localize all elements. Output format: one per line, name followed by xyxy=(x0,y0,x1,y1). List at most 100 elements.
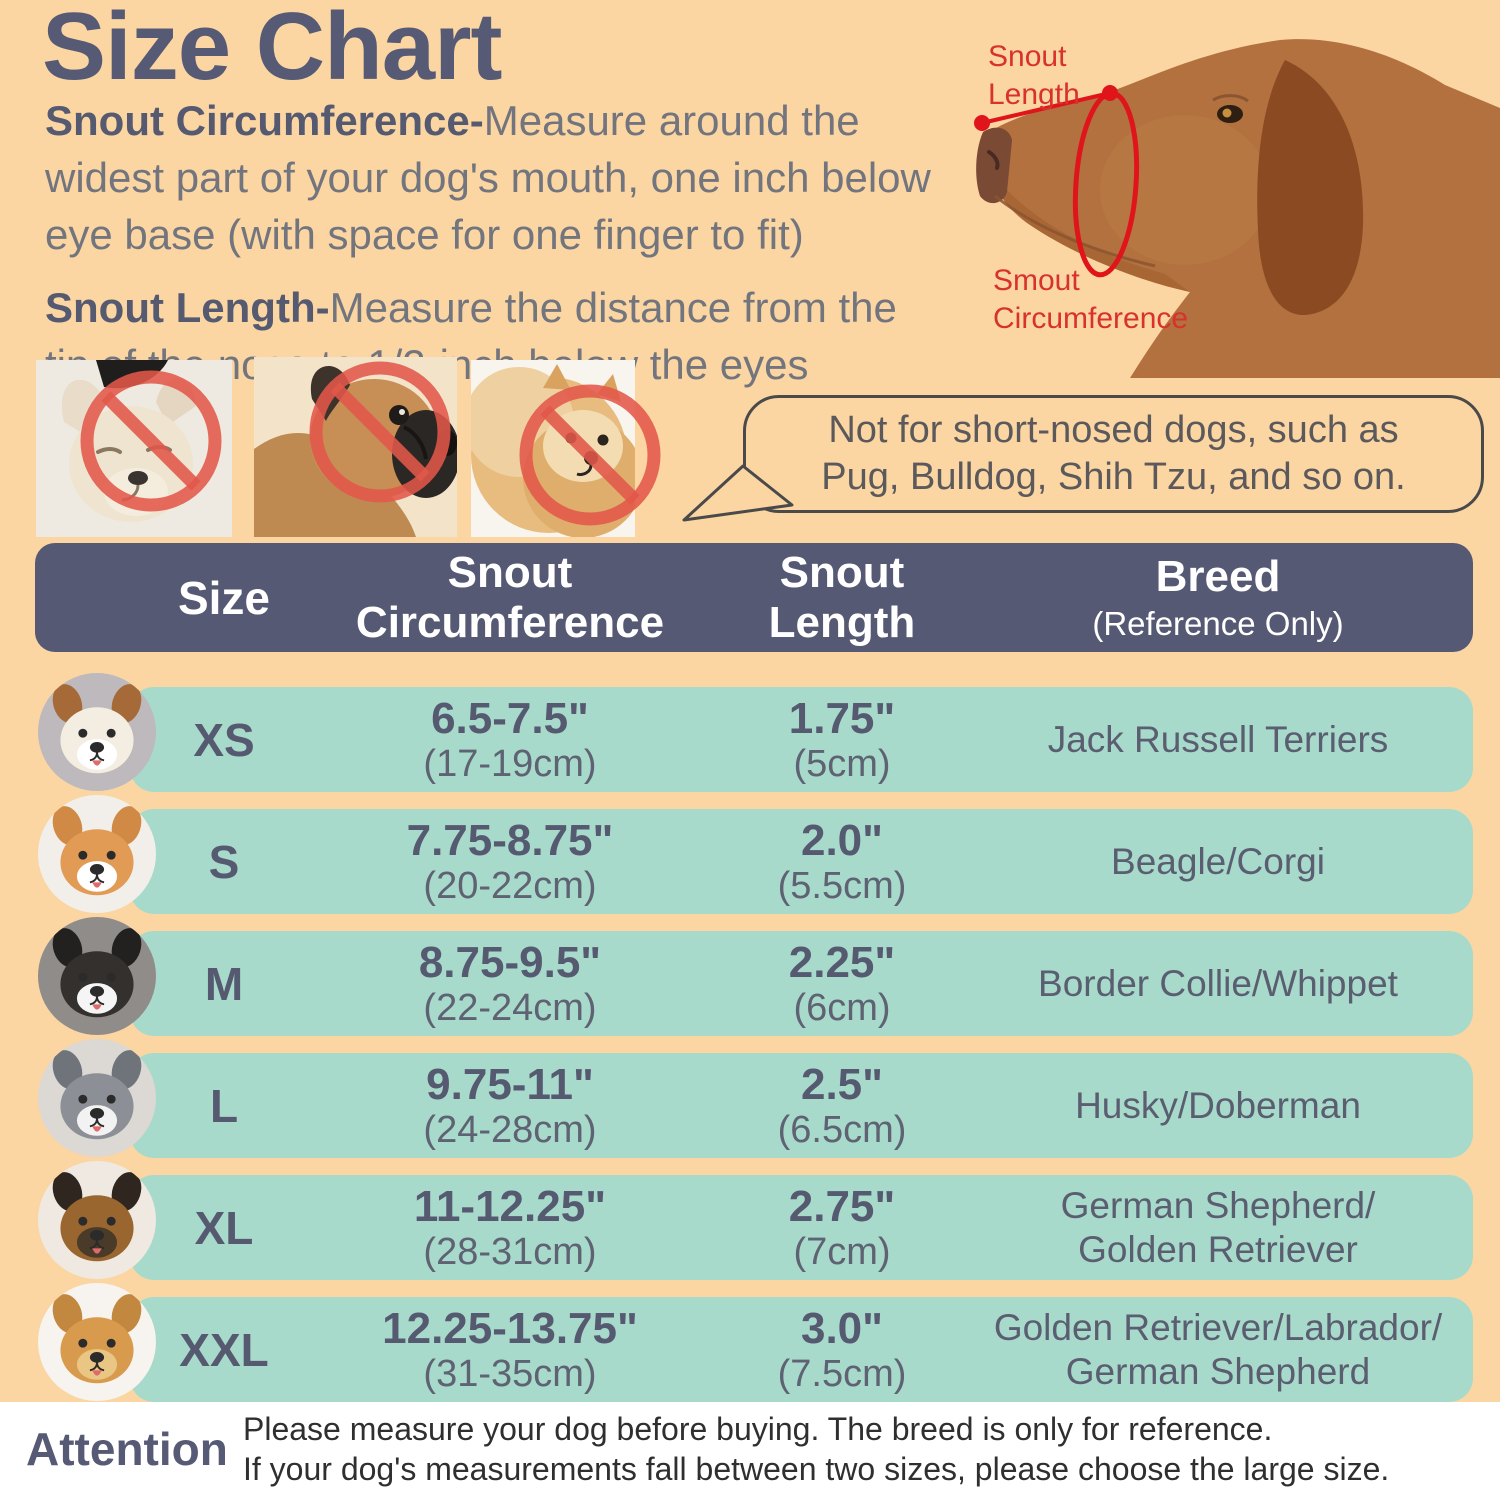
circumference-cm: (22-24cm) xyxy=(423,986,597,1029)
size-label: L xyxy=(209,1079,239,1132)
border-collie-photo xyxy=(38,917,156,1035)
circumference-inches: 12.25-13.75" xyxy=(382,1303,638,1353)
size-label: XL xyxy=(194,1201,254,1254)
column-header-snout-length: Snout Length xyxy=(768,547,916,647)
length-cell: 2.5" (6.5cm) xyxy=(712,1053,972,1158)
size-label: XXL xyxy=(179,1323,269,1376)
not-for-short-nosed-bubble: Not for short-nosed dogs, such as Pug, B… xyxy=(743,395,1484,513)
circumference-cell: 11-12.25" (28-31cm) xyxy=(330,1175,690,1280)
brow-line xyxy=(1212,94,1249,103)
length-measurement-line xyxy=(981,91,1111,125)
snout-circumference-term: Snout Circumference- xyxy=(45,97,484,144)
length-inches: 2.25" xyxy=(788,937,896,987)
breed-cell: Husky/Doberman xyxy=(1075,1084,1361,1126)
size-table: Size Snout Circumference Snout Length Br… xyxy=(35,543,1473,1402)
golden-retriever-photo xyxy=(38,1283,156,1401)
dog-ear xyxy=(1257,60,1364,316)
row-background xyxy=(130,931,1473,1036)
size-row-l: L 9.75-11" (24-28cm) 2.5" (6.5cm) Husky/… xyxy=(35,1039,1473,1158)
length-cm: (6cm) xyxy=(793,986,891,1029)
jack-russell-terrier-photo xyxy=(38,673,156,791)
length-cell: 2.75" (7cm) xyxy=(712,1175,972,1280)
dog-nose xyxy=(976,127,1012,204)
length-cm: (5cm) xyxy=(793,742,891,785)
length-cm: (7.5cm) xyxy=(777,1352,907,1395)
length-inches: 2.75" xyxy=(788,1181,896,1231)
circumference-cell: 6.5-7.5" (17-19cm) xyxy=(330,687,690,792)
no-sign-icon xyxy=(78,368,224,519)
row-background xyxy=(130,1297,1473,1402)
snout-length-term: Snout Length- xyxy=(45,284,330,331)
length-cm: (7cm) xyxy=(793,1230,891,1273)
no-sign-icon xyxy=(307,359,453,510)
circumference-cell: 7.75-8.75" (20-22cm) xyxy=(330,809,690,914)
row-background xyxy=(130,687,1473,792)
length-cm: (6.5cm) xyxy=(777,1108,907,1151)
breed-cell: Golden Retriever/Labrador/ German Shephe… xyxy=(993,1306,1443,1392)
page-title: Size Chart xyxy=(42,0,502,100)
snout-length-annotation: Snout Length xyxy=(988,40,1080,111)
breed-cell: German Shepherd/ Golden Retriever xyxy=(1060,1184,1376,1270)
breed-header-subtext: (Reference Only) xyxy=(1092,604,1344,642)
length-cm: (5.5cm) xyxy=(777,864,907,907)
row-background xyxy=(130,1053,1473,1158)
speech-bubble-tail xyxy=(670,440,800,535)
circumference-cm: (20-22cm) xyxy=(423,864,597,907)
breed-cell: Border Collie/Whippet xyxy=(1038,962,1398,1004)
circumference-cm: (24-28cm) xyxy=(423,1108,597,1151)
size-row-m: M 8.75-9.5" (22-24cm) 2.25" (6cm) Border… xyxy=(35,917,1473,1036)
nostril xyxy=(987,150,1000,170)
circumference-cm: (28-31cm) xyxy=(423,1230,597,1273)
measurement-dot xyxy=(974,115,990,131)
dog-eye-iris xyxy=(1222,108,1232,118)
circumference-inches: 11-12.25" xyxy=(413,1181,607,1231)
measurement-dot xyxy=(1102,85,1118,101)
size-label: S xyxy=(208,835,240,888)
circumference-cell: 9.75-11" (24-28cm) xyxy=(330,1053,690,1158)
german-shepherd-photo xyxy=(38,1161,156,1279)
size-row-xs: XS 6.5-7.5" (17-19cm) 1.75" (5cm) Jack R… xyxy=(35,673,1473,792)
mouth-line xyxy=(994,194,1156,268)
size-label: M xyxy=(204,957,244,1010)
dog-head-diagram: Snout Length Smout Circumference xyxy=(955,0,1500,378)
length-inches: 2.0" xyxy=(800,815,884,865)
size-row-xxl: XXL 12.25-13.75" (31-35cm) 3.0" (7.5cm) … xyxy=(35,1283,1473,1402)
length-cell: 1.75" (5cm) xyxy=(712,687,972,792)
size-row-s: S 7.75-8.75" (20-22cm) 2.0" (5.5cm) Beag… xyxy=(35,795,1473,914)
circumference-inches: 8.75-9.5" xyxy=(418,937,602,987)
jaw-shading xyxy=(983,160,1190,292)
column-header-breed: Breed (Reference Only) xyxy=(983,543,1453,652)
measuring-instructions: Snout Circumference-Measure around the w… xyxy=(45,92,980,409)
breed-header-label: Breed xyxy=(1155,551,1281,601)
circumference-inches: 6.5-7.5" xyxy=(431,693,589,743)
row-background xyxy=(130,1175,1473,1280)
attention-text: Please measure your dog before buying. T… xyxy=(243,1409,1389,1489)
size-label: XS xyxy=(193,713,255,766)
circumference-cell: 12.25-13.75" (31-35cm) xyxy=(330,1297,690,1402)
row-background xyxy=(130,809,1473,914)
column-header-size: Size xyxy=(177,571,271,624)
circumference-cell: 8.75-9.5" (22-24cm) xyxy=(330,931,690,1036)
circumference-cm: (17-19cm) xyxy=(423,742,597,785)
snout-circumference-annotation: Smout Circumference xyxy=(993,264,1189,335)
length-cell: 2.25" (6cm) xyxy=(712,931,972,1036)
length-cell: 2.0" (5.5cm) xyxy=(712,809,972,914)
length-inches: 1.75" xyxy=(788,693,896,743)
cheek-shading xyxy=(1100,115,1270,265)
attention-line-2: If your dog's measurements fall between … xyxy=(243,1451,1390,1487)
snout-circumference-text: Measure around the widest part of your d… xyxy=(45,97,931,258)
attention-bar: Attention Please measure your dog before… xyxy=(0,1402,1500,1496)
length-cell: 3.0" (7.5cm) xyxy=(712,1297,972,1402)
no-sign-icon xyxy=(517,382,663,533)
table-header: Size Snout Circumference Snout Length Br… xyxy=(35,543,1473,652)
husky-photo xyxy=(38,1039,156,1157)
circumference-inches: 7.75-8.75" xyxy=(406,815,614,865)
size-row-xl: XL 11-12.25" (28-31cm) 2.75" (7cm) Germa… xyxy=(35,1161,1473,1280)
breed-cell: Jack Russell Terriers xyxy=(1047,718,1389,760)
attention-line-1: Please measure your dog before buying. T… xyxy=(243,1411,1273,1447)
length-inches: 3.0" xyxy=(800,1303,884,1353)
circumference-cm: (31-35cm) xyxy=(423,1352,597,1395)
vizsla-head-photo xyxy=(974,39,1500,378)
length-inches: 2.5" xyxy=(800,1059,884,1109)
